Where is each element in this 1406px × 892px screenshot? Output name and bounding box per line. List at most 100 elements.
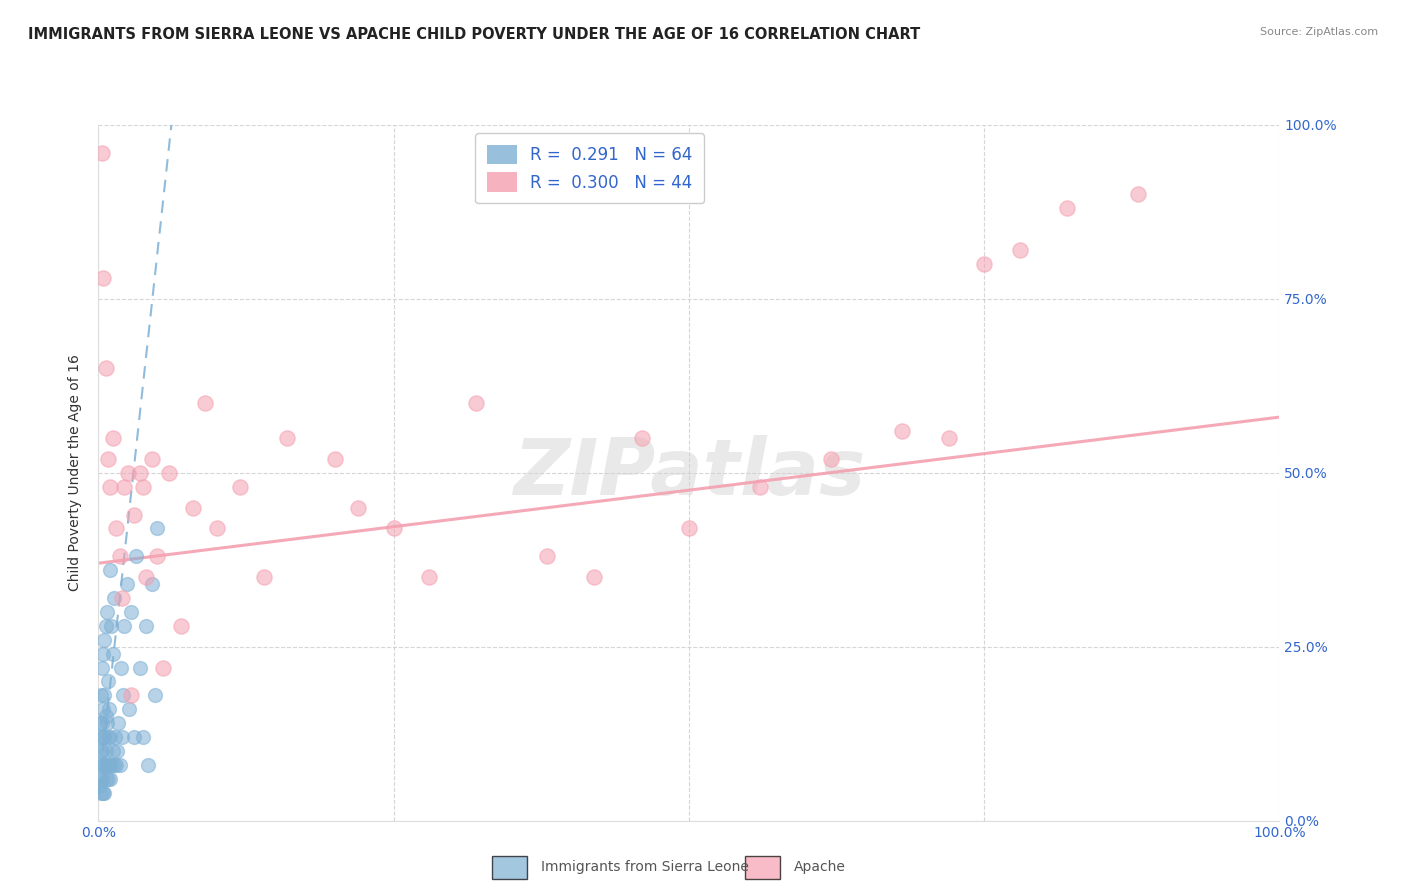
Point [115,577,138,591]
Point [146,549,169,564]
Point [121,689,143,703]
Point [105,758,128,772]
Point [117,466,139,480]
Point [382,521,405,535]
Point [103,591,125,605]
Point [110,660,132,674]
Point [105,744,128,758]
Point [141,577,163,591]
Point [938,431,960,445]
Point [205,521,228,535]
Point [323,451,346,466]
Point [101,744,124,758]
Point [101,431,124,445]
Point [630,431,652,445]
Point [748,480,770,494]
Point [101,647,124,661]
Point [536,549,558,564]
Point [111,730,134,744]
Y-axis label: Child Poverty Under the Age of 16: Child Poverty Under the Age of 16 [69,354,83,591]
Point [91,786,114,800]
Point [820,451,842,466]
Point [418,570,440,584]
Point [143,689,166,703]
Point [90,786,112,800]
Point [87,779,110,793]
Point [91,758,114,772]
Point [98,758,121,772]
Point [135,619,157,633]
Point [96,716,118,731]
Point [253,570,276,584]
Point [121,605,143,619]
Point [97,451,120,466]
Text: Source: ZipAtlas.com: Source: ZipAtlas.com [1260,27,1378,37]
Point [100,758,122,772]
Point [465,396,488,410]
Point [973,257,995,271]
Point [91,702,114,716]
Point [97,772,120,786]
Point [128,466,150,480]
Point [98,730,121,744]
Point [94,772,117,786]
Point [89,716,111,731]
Point [97,730,120,744]
Point [583,570,606,584]
Point [91,716,114,731]
Point [98,702,121,716]
Point [104,730,127,744]
Text: Apache: Apache [794,860,846,874]
Point [1126,187,1149,202]
Point [89,772,111,786]
Point [93,689,115,703]
Point [91,744,114,758]
Text: ZIPatlas: ZIPatlas [513,434,865,511]
Point [146,521,169,535]
Point [136,758,159,772]
Point [112,480,135,494]
Point [94,361,117,376]
Point [122,508,145,522]
Point [108,549,131,564]
Point [152,660,174,674]
Legend: R =  0.291   N = 64, R =  0.300   N = 44: R = 0.291 N = 64, R = 0.300 N = 44 [475,133,704,203]
Point [94,744,117,758]
Point [91,772,114,786]
Point [112,619,135,633]
Point [98,480,121,494]
Point [125,549,148,564]
Point [91,271,114,285]
Point [890,424,912,438]
Point [100,619,122,633]
Point [107,716,129,731]
Point [91,647,114,661]
Point [90,689,112,703]
Text: Immigrants from Sierra Leone: Immigrants from Sierra Leone [541,860,749,874]
Point [93,632,115,647]
Point [89,758,111,772]
Point [91,145,114,160]
Point [132,730,155,744]
Point [98,563,121,577]
Point [229,480,252,494]
Point [170,619,193,633]
Point [128,660,150,674]
Point [118,702,141,716]
Point [96,758,118,772]
Point [91,660,114,674]
Point [97,674,120,689]
Point [678,521,700,535]
Point [98,772,121,786]
Point [132,480,155,494]
Point [112,689,135,703]
Point [157,466,180,480]
Point [96,605,118,619]
Point [135,570,157,584]
Point [108,758,131,772]
Text: IMMIGRANTS FROM SIERRA LEONE VS APACHE CHILD POVERTY UNDER THE AGE OF 16 CORRELA: IMMIGRANTS FROM SIERRA LEONE VS APACHE C… [28,27,921,42]
Point [122,730,145,744]
Point [93,758,115,772]
Point [94,709,117,723]
Point [93,786,115,800]
